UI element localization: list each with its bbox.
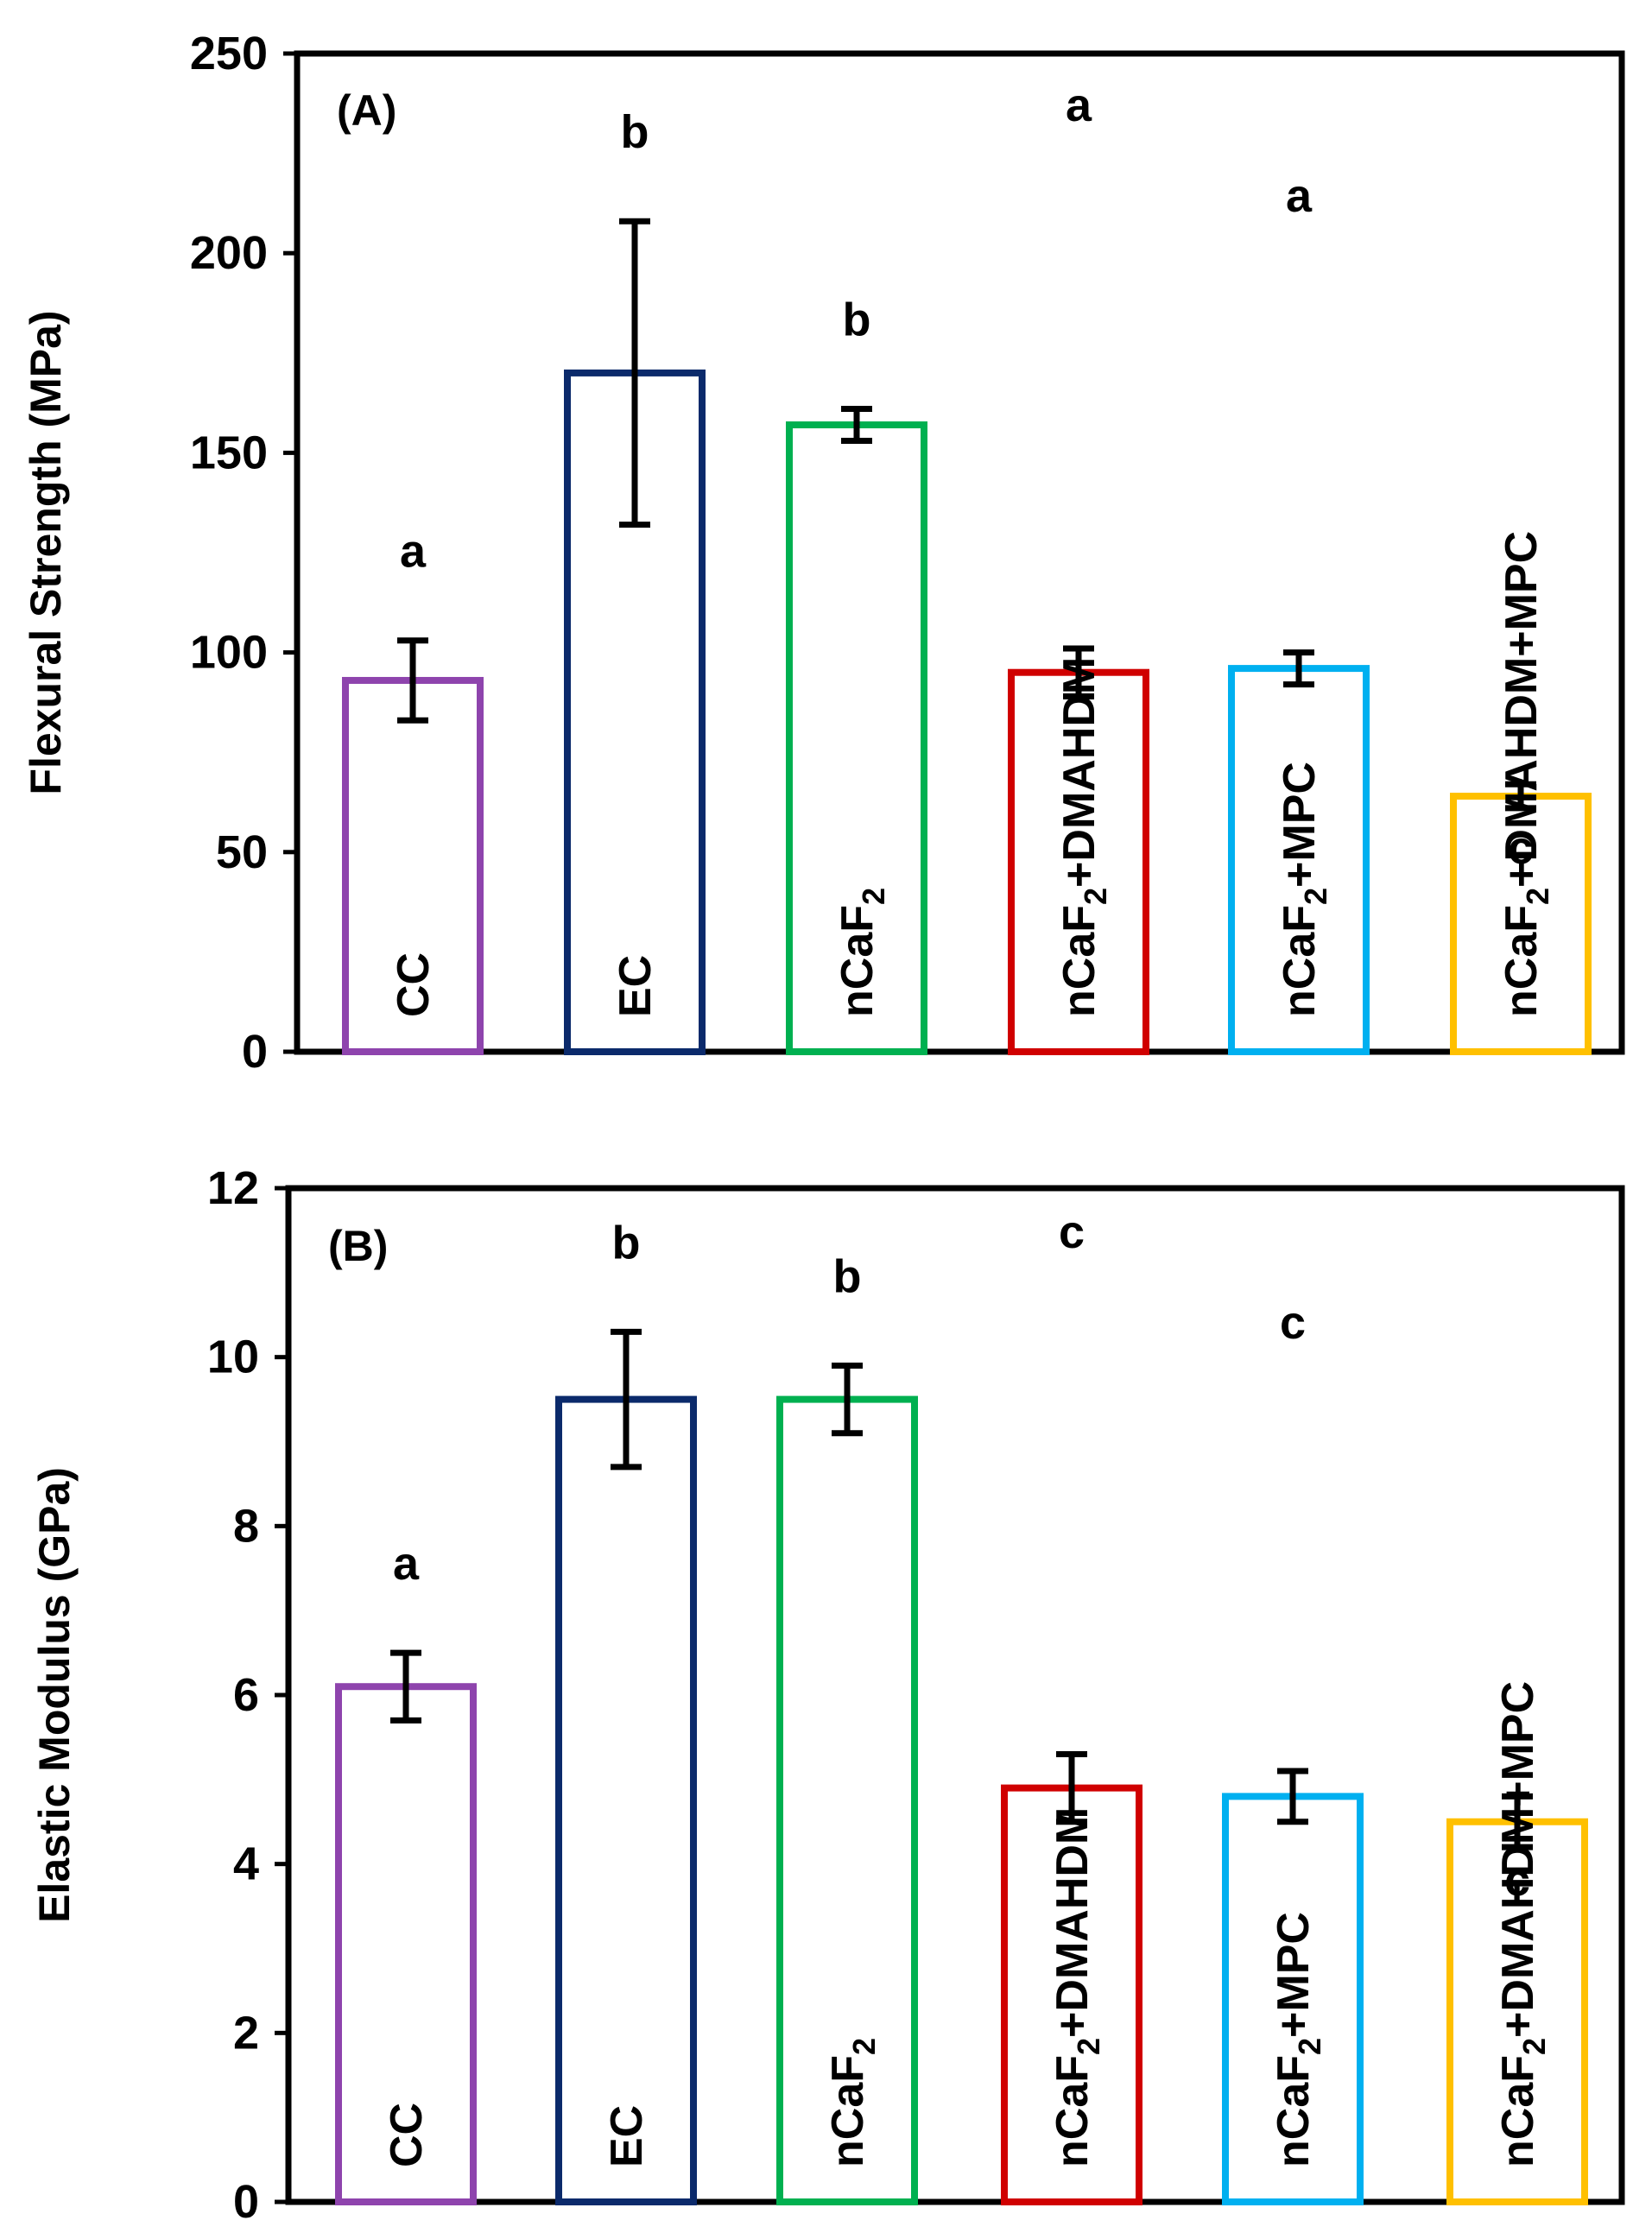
category-label-text: nCaF (1493, 2055, 1543, 2167)
significance-letter: c (1059, 1206, 1085, 1258)
category-label-text: +DMAHDM+MPC (1497, 531, 1547, 888)
significance-letter: b (843, 294, 871, 346)
category-label-subscript: 2 (846, 2038, 882, 2055)
category-label-text: EC (602, 2105, 652, 2167)
significance-letter: b (621, 106, 649, 158)
error-bar (397, 637, 428, 724)
significance-letter: b (833, 1250, 862, 1302)
category-label-text: +DMAHDM+MPC (1493, 1681, 1543, 2038)
y-tick-label: 100 (190, 627, 268, 679)
significance-letter: a (400, 526, 427, 578)
category-label: nCaF2 (832, 888, 891, 1017)
error-bar (1063, 645, 1094, 699)
error-bar (1505, 781, 1536, 812)
category-label: nCaF2+MPC (1269, 1912, 1327, 2167)
category-label: nCaF2+DMAHDM (1054, 657, 1113, 1017)
category-label: nCaF2+DMAHDM (1048, 1807, 1106, 2167)
y-tick-label: 6 (233, 1669, 259, 1721)
category-label-text: CC (389, 952, 439, 1017)
category-label-subscript: 2 (1078, 888, 1113, 905)
error-bar (390, 1649, 421, 1724)
category-label: EC (611, 955, 661, 1017)
error-bar (1502, 1793, 1533, 1850)
category-label-text: +DMAHDM (1054, 657, 1104, 888)
y-tick-label: 4 (233, 1838, 259, 1890)
y-tick-label: 200 (190, 227, 268, 279)
category-label-subscript: 2 (1292, 2038, 1327, 2055)
error-bar (611, 1328, 642, 1471)
error-bar (1277, 1768, 1308, 1825)
category-label: nCaF2 (823, 2038, 882, 2167)
category-label: EC (602, 2105, 652, 2167)
y-axis-title: Flexural Strength (MPa) (22, 310, 70, 794)
category-label-text: nCaF (1269, 2055, 1319, 2167)
panel-a-flexural-strength: 0 50 100 150 200 250 Flexural Strength (MPa) (A… (22, 28, 1625, 1078)
category-label-text: +DMAHDM (1048, 1807, 1098, 2038)
significance-letter: a (393, 1538, 420, 1590)
panel-b-elastic-modulus: 0 2 4 6 8 10 12 Elastic Modulus (GPa) (B) a CC b EC b… (30, 1162, 1625, 2228)
category-label-subscript: 2 (1071, 2038, 1106, 2055)
significance-letter: b (612, 1217, 641, 1268)
category-label-subscript: 2 (1520, 888, 1555, 905)
significance-letter: c (1504, 1854, 1530, 1906)
category-label-text: nCaF (1275, 905, 1325, 1017)
category-label: nCaF2+DMAHDM+MPC (1493, 1681, 1552, 2167)
y-tick-label: 10 (207, 1332, 259, 1383)
panel-label: (A) (337, 86, 396, 135)
category-label-text: nCaF (1048, 2055, 1098, 2167)
category-label-subscript: 2 (1516, 2038, 1552, 2055)
significance-letter: c (1508, 822, 1534, 874)
y-tick-label: 0 (233, 2176, 259, 2228)
significance-letter: c (1280, 1297, 1306, 1349)
y-tick-label: 12 (207, 1162, 259, 1214)
category-label-text: nCaF (832, 905, 883, 1017)
category-label-subscript: 2 (856, 888, 891, 905)
category-label-text: +MPC (1269, 1912, 1319, 2038)
y-tick-label: 50 (216, 826, 268, 878)
category-label: nCaF2+MPC (1275, 762, 1333, 1017)
error-bar (832, 1362, 863, 1437)
category-label-text: nCaF (823, 2055, 873, 2167)
error-bar (1283, 649, 1314, 688)
category-label: CC (389, 952, 439, 1017)
error-bar (1056, 1750, 1087, 1825)
category-label-text: EC (611, 955, 661, 1017)
error-bar (619, 218, 650, 528)
y-tick-label: 250 (190, 28, 268, 79)
category-label: CC (382, 2103, 432, 2167)
category-label-text: +MPC (1275, 762, 1325, 888)
y-tick-label: 2 (233, 2007, 259, 2059)
y-tick-label: 150 (190, 427, 268, 478)
significance-letter: a (1286, 170, 1313, 222)
panel-label: (B) (328, 1222, 388, 1270)
category-label-text: nCaF (1497, 905, 1547, 1017)
significance-letter: a (1066, 79, 1092, 131)
category-label-text: nCaF (1054, 905, 1104, 1017)
y-axis-title: Elastic Modulus (GPa) (30, 1467, 79, 1923)
category-label-subscript: 2 (1298, 888, 1333, 905)
plot-area-frame (294, 50, 1625, 1055)
error-bar (841, 406, 872, 445)
y-tick-label: 8 (233, 1500, 259, 1552)
category-label-text: CC (382, 2103, 432, 2167)
y-tick-label: 0 (242, 1026, 268, 1078)
category-label: nCaF2+DMAHDM+MPC (1497, 531, 1555, 1017)
